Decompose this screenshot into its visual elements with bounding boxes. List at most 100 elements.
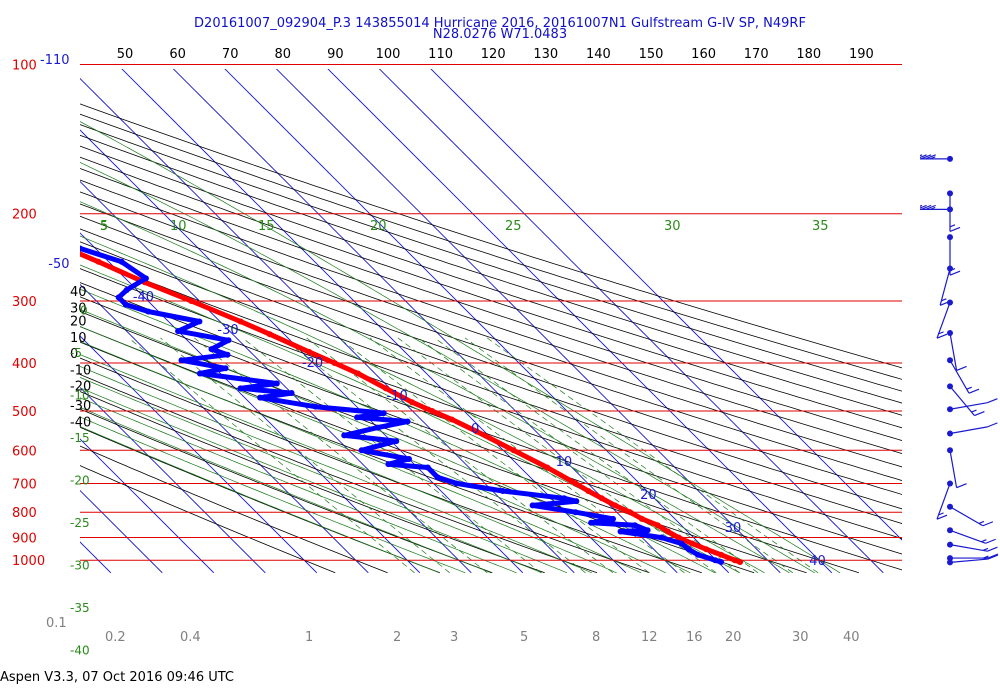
isotherm-line	[172, 69, 678, 574]
dewpoint-point	[678, 540, 685, 547]
dry-adiabat-line	[80, 408, 493, 574]
dry-adiabat-line	[80, 341, 702, 574]
dewpoint-point	[644, 527, 651, 534]
dewpoint-point	[118, 258, 125, 265]
dry-adiabat-label: -10	[70, 363, 91, 378]
theta-e-left-label: 0	[80, 304, 88, 318]
mixing-ratio-label: 16	[686, 630, 703, 645]
dewpoint-point	[27, 231, 33, 237]
mixing-ratio-label: 40	[843, 630, 860, 645]
temperature-point	[718, 551, 725, 558]
dewpoint-point	[658, 534, 665, 541]
mixing-ratio-label: 20	[725, 630, 742, 645]
dewpoint-point	[434, 474, 441, 481]
theta-e-left-label: -5	[70, 346, 82, 360]
theta-top-label: 80	[275, 47, 292, 62]
pressure-label: 700	[12, 477, 37, 492]
pressure-label: 800	[12, 506, 37, 521]
chart-title: D20161007_092904_P.3 143855014 Hurricane…	[194, 16, 806, 31]
wind-barb	[947, 234, 961, 276]
theta-e-left-label: -20	[70, 474, 90, 488]
wind-barb	[947, 329, 967, 371]
dewpoint-point	[561, 495, 568, 502]
dry-adiabat-line	[80, 228, 902, 510]
isotherm-line	[0, 59, 8, 573]
dry-adiabat-line	[80, 326, 755, 574]
dewpoint-point	[225, 337, 232, 344]
dewpoint-point	[145, 308, 152, 315]
theta-e-mid-label: 15	[258, 219, 275, 234]
dewpoint-point	[208, 346, 215, 353]
dry-adiabat-line	[80, 445, 388, 574]
dry-adiabat-line	[80, 465, 336, 574]
dry-adiabat-line	[80, 103, 902, 369]
dry-adiabat-line	[80, 311, 807, 574]
dewpoint-point	[529, 502, 536, 509]
temperature-point	[42, 236, 48, 242]
wind-barb	[936, 480, 953, 520]
isotherm-line	[80, 541, 112, 574]
temperature-point	[473, 428, 480, 435]
wind-barb	[947, 447, 967, 489]
mixing-ratio-line	[338, 337, 650, 574]
chart-subtitle: N28.0276 W71.0483	[432, 27, 568, 42]
isotherm-label: 20	[640, 488, 657, 503]
moist-adiabat-line	[80, 288, 716, 574]
isotherm-label: 10	[556, 455, 573, 470]
dewpoint-point	[374, 424, 381, 431]
dry-adiabat-label: 20	[70, 314, 87, 329]
pressure-label: 300	[12, 295, 37, 310]
mixing-ratio-line	[418, 337, 740, 574]
theta-top-label: 100	[376, 47, 401, 62]
dry-adiabat-line	[80, 374, 598, 574]
dry-adiabat-line	[80, 168, 902, 441]
theta-e-left-label: -35	[70, 601, 90, 615]
temperature-point	[95, 258, 102, 265]
isotherm-line	[80, 438, 215, 574]
dewpoint-point	[122, 301, 129, 308]
theta-e-mid-label: 20	[370, 219, 387, 234]
dewpoint-point	[358, 447, 365, 454]
wind-barb	[947, 503, 994, 527]
wind-barb	[947, 357, 980, 394]
theta-top-label: 70	[222, 47, 239, 62]
temperature-point	[689, 540, 696, 547]
dry-adiabat-line	[80, 296, 860, 574]
mixing-ratio-label: 0.2	[105, 630, 126, 645]
temperature-point	[237, 318, 244, 325]
wind-barb	[936, 299, 953, 339]
dry-adiabat-label: 0	[70, 347, 78, 362]
isotherm-line	[80, 283, 369, 574]
dry-adiabat-line	[80, 203, 902, 481]
theta-top-label: 170	[744, 47, 769, 62]
dewpoint-point	[196, 370, 203, 377]
dewpoint-point	[288, 390, 295, 397]
dewpoint-point	[257, 394, 264, 401]
wind-barb	[939, 265, 953, 306]
isotherm-line	[378, 69, 884, 574]
dewpoint-point	[685, 546, 692, 553]
dewpoint-point	[424, 464, 431, 471]
theta-top-label: 190	[849, 47, 874, 62]
isotherm-label: -50	[48, 257, 69, 272]
moist-adiabat-line	[80, 201, 790, 574]
dry-adiabat-label: 40	[70, 285, 87, 300]
temperature-point	[654, 522, 661, 529]
isotherm-line	[80, 232, 421, 574]
temperature-point	[731, 557, 738, 564]
mixing-ratio-line	[464, 337, 794, 574]
temperature-point	[266, 331, 273, 338]
isotherm-line	[121, 69, 627, 574]
pressure-label: 600	[12, 444, 37, 459]
isotherm-line	[80, 335, 318, 574]
dry-adiabat-line	[80, 426, 441, 574]
dry-adiabat-line	[80, 134, 902, 404]
dewpoint-point	[312, 403, 319, 410]
theta-e-mid-label: 25	[505, 219, 522, 234]
dewpoint-point	[123, 286, 130, 293]
mixing-ratio-label: 2	[393, 630, 401, 645]
dewpoint-point	[222, 365, 229, 372]
temperature-point	[306, 348, 313, 355]
dry-adiabat-label: -30	[70, 399, 91, 414]
theta-e-left-label: -25	[70, 516, 90, 530]
